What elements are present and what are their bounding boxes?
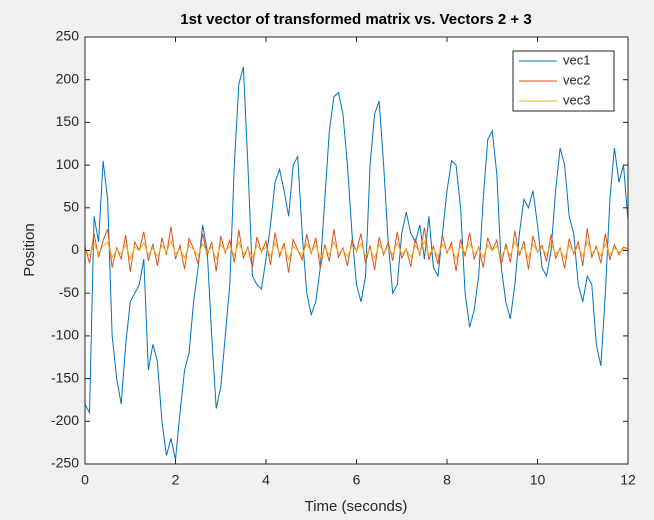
y-tick-label: 250 xyxy=(56,28,80,44)
legend-label: vec2 xyxy=(563,72,590,87)
y-tick-label: -50 xyxy=(59,284,79,300)
y-tick-label: 100 xyxy=(56,156,80,172)
series-line xyxy=(85,226,628,273)
y-tick-label: -100 xyxy=(51,327,79,343)
legend-label: vec1 xyxy=(563,52,590,67)
series-line xyxy=(85,239,628,262)
y-tick-label: 0 xyxy=(71,241,79,257)
legend-label: vec3 xyxy=(563,92,590,107)
y-tick-label: -200 xyxy=(51,412,79,428)
chart-title: 1st vector of transformed matrix vs. Vec… xyxy=(180,11,531,28)
x-tick-label: 4 xyxy=(262,472,270,488)
x-tick-label: 10 xyxy=(530,472,546,488)
x-tick-label: 6 xyxy=(353,472,361,488)
x-tick-label: 12 xyxy=(620,472,636,488)
x-tick-label: 8 xyxy=(443,472,451,488)
x-tick-label: 2 xyxy=(172,472,180,488)
x-axis-label: Time (seconds) xyxy=(305,498,408,515)
y-tick-label: 50 xyxy=(63,199,79,215)
y-tick-label: -250 xyxy=(51,455,79,471)
y-tick-label: 200 xyxy=(56,70,80,86)
y-tick-label: -150 xyxy=(51,369,79,385)
x-tick-label: 0 xyxy=(81,472,89,488)
y-tick-label: 150 xyxy=(56,113,80,129)
y-axis-label: Position xyxy=(21,223,38,276)
